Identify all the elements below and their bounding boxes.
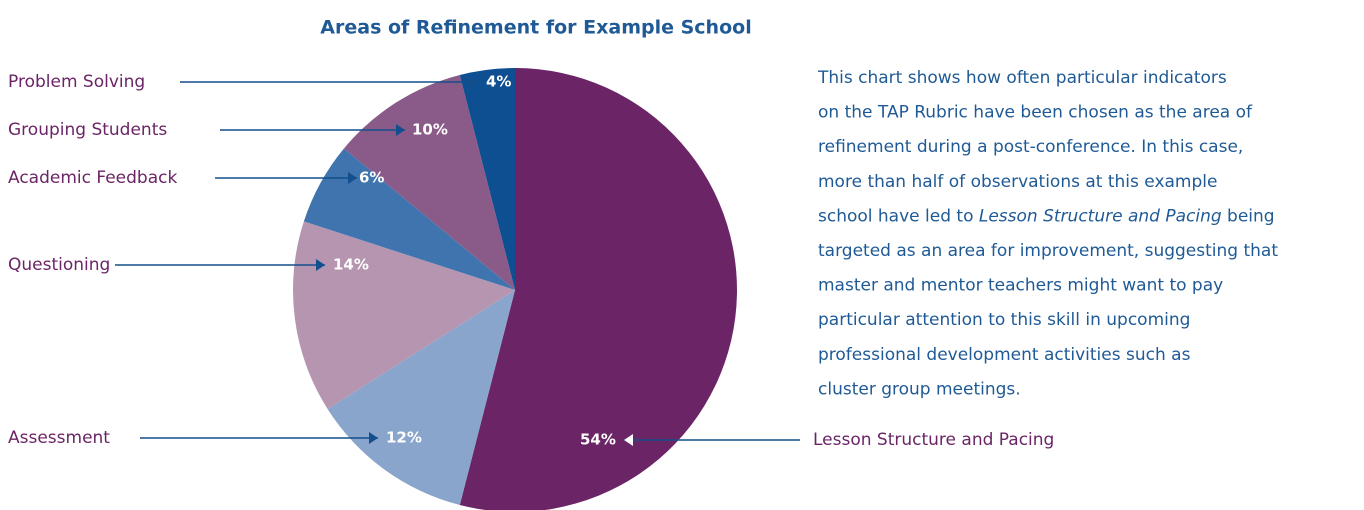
pie-slice: [293, 221, 515, 409]
value-label: 14%: [333, 256, 369, 274]
description-text: being: [1222, 206, 1275, 226]
description-line: targeted as an area for improvement, sug…: [818, 241, 1278, 261]
arrow-head: [469, 76, 478, 88]
category-label: Lesson Structure and Pacing: [813, 430, 1054, 450]
value-label: 54%: [580, 431, 616, 449]
description-text: master and mentor teachers might want to…: [818, 276, 1223, 296]
description-text: cluster group meetings.: [818, 379, 1021, 399]
description-line: professional development activities such…: [818, 345, 1191, 365]
pie-slice: [459, 68, 737, 510]
description-text: This chart shows how often particular in…: [817, 68, 1227, 88]
description-line: cluster group meetings.: [818, 379, 1021, 399]
category-label: Assessment: [8, 428, 110, 448]
value-label: 10%: [412, 121, 448, 139]
description-text: more than half of observations at this e…: [818, 172, 1217, 192]
value-label: 4%: [486, 73, 511, 91]
description-text: on the TAP Rubric have been chosen as th…: [818, 103, 1253, 123]
category-label: Problem Solving: [8, 72, 145, 92]
arrow-head: [369, 432, 378, 444]
description-text: Lesson Structure and Pacing: [979, 206, 1222, 226]
value-label: 12%: [386, 429, 422, 447]
description-line: master and mentor teachers might want to…: [818, 276, 1223, 296]
description-line: more than half of observations at this e…: [818, 172, 1217, 192]
category-label: Academic Feedback: [8, 168, 177, 188]
chart-title: Areas of Refinement for Example School: [320, 17, 751, 39]
description-line: on the TAP Rubric have been chosen as th…: [818, 103, 1253, 123]
description-text: professional development activities such…: [818, 345, 1191, 365]
arrow-head: [396, 124, 405, 136]
description-line: refinement during a post-conference. In …: [818, 137, 1243, 157]
arrow-head: [624, 434, 633, 446]
category-label: Questioning: [8, 255, 110, 275]
description-text: particular attention to this skill in up…: [818, 310, 1190, 330]
arrow-head: [348, 172, 357, 184]
pie-slice: [343, 74, 515, 290]
pie-slice: [303, 148, 515, 290]
description-text: targeted as an area for improvement, sug…: [818, 241, 1278, 261]
arrow-head: [316, 259, 325, 271]
pie-slice: [327, 290, 515, 506]
description-text: refinement during a post-conference. In …: [818, 137, 1243, 157]
description-line: This chart shows how often particular in…: [817, 68, 1227, 88]
description-line: particular attention to this skill in up…: [818, 310, 1190, 330]
pie-slice: [459, 68, 515, 290]
value-label: 6%: [359, 169, 384, 187]
description-line: school have led to Lesson Structure and …: [818, 206, 1275, 226]
category-label: Grouping Students: [8, 120, 167, 140]
description-text: school have led to: [818, 206, 979, 226]
